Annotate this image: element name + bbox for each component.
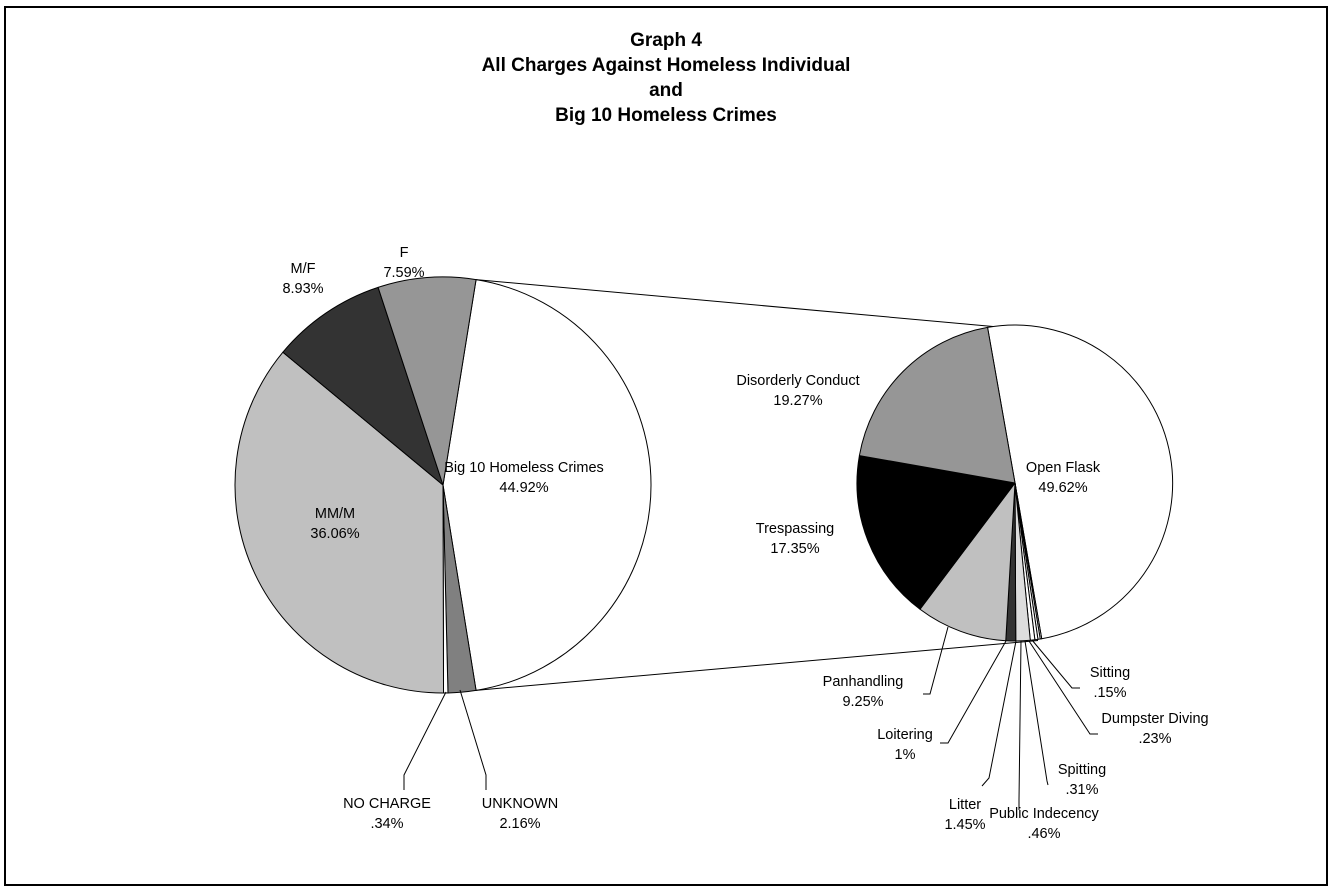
- pie2-slice-panhandling: [919, 482, 1016, 642]
- pie2-label-sitting: Sitting: [1090, 665, 1130, 681]
- pie1-label-m-f: M/F: [291, 261, 316, 277]
- pie1-leader-no-charge: [403, 691, 447, 790]
- pie2-leader-litter: [981, 640, 1017, 787]
- pie1-value-big-10-homeless-crimes: 44.92%: [499, 480, 548, 496]
- pie2-label-open-flask: Open Flask: [1026, 460, 1101, 476]
- title-line-3: and: [649, 80, 683, 101]
- pie1-slice-f: [377, 276, 477, 486]
- pie1-label-f: F: [400, 245, 409, 261]
- pie2-value-sitting: .15%: [1093, 685, 1126, 701]
- pie2-label-litter: Litter: [949, 797, 981, 813]
- pie1-label-no-charge: NO CHARGE: [343, 796, 431, 812]
- connector-line-bottom: [476, 640, 1039, 691]
- pie2-leader-spitting: [1024, 640, 1049, 786]
- pie2-leader-panhandling: [923, 626, 949, 695]
- pie2-label-trespassing: Trespassing: [756, 521, 834, 537]
- pie2-value-litter: 1.45%: [944, 817, 985, 833]
- pie1-label-unknown: UNKNOWN: [482, 796, 559, 812]
- pie1-slice-mm-m: [234, 351, 445, 694]
- pie2-leader-public-indecency: [1018, 640, 1022, 810]
- pie2-value-spitting: .31%: [1065, 782, 1098, 798]
- pie2-value-dumpster-diving: .23%: [1138, 731, 1171, 747]
- pie2-value-panhandling: 9.25%: [842, 694, 883, 710]
- pie2-label-disorderly-conduct: Disorderly Conduct: [736, 373, 859, 389]
- pie2-value-open-flask: 49.62%: [1038, 480, 1087, 496]
- pie2-slice-disorderly-conduct: [858, 326, 1016, 484]
- pie1-value-no-charge: .34%: [370, 816, 403, 832]
- pie1-value-unknown: 2.16%: [499, 816, 540, 832]
- pie2-label-panhandling: Panhandling: [823, 674, 904, 690]
- chart-title: Graph 4 All Charges Against Homeless Ind…: [0, 28, 1332, 128]
- pie2-value-public-indecency: .46%: [1027, 826, 1060, 842]
- pie2-label-public-indecency: Public Indecency: [989, 806, 1099, 822]
- pie1-slice-big-10-homeless-crimes: [442, 279, 652, 691]
- pie2-leader-dumpster-diving: [1028, 640, 1098, 735]
- pie1-label-big-10-homeless-crimes: Big 10 Homeless Crimes: [444, 460, 604, 476]
- pie1-leader-unknown: [459, 689, 487, 790]
- connector-line-top: [476, 279, 994, 327]
- pie2-label-spitting: Spitting: [1058, 762, 1106, 778]
- pie2-label-dumpster-diving: Dumpster Diving: [1101, 711, 1208, 727]
- pie2-value-disorderly-conduct: 19.27%: [773, 393, 822, 409]
- pie1-value-f: 7.59%: [383, 265, 424, 281]
- title-line-1: Graph 4: [630, 30, 702, 51]
- pie1-label-mm-m: MM/M: [315, 506, 355, 522]
- title-line-2: All Charges Against Homeless Individual: [481, 55, 851, 76]
- pie2-slice-open-flask: [987, 324, 1174, 640]
- pie2-slice-trespassing: [856, 455, 1016, 610]
- pie2-label-loitering: Loitering: [877, 727, 933, 743]
- title-line-4: Big 10 Homeless Crimes: [555, 105, 777, 126]
- pie1-value-m-f: 8.93%: [282, 281, 323, 297]
- pie2-value-trespassing: 17.35%: [770, 541, 819, 557]
- pie2-leader-loitering: [940, 640, 1007, 744]
- pie1-value-mm-m: 36.06%: [310, 526, 359, 542]
- pie2-value-loitering: 1%: [895, 747, 916, 763]
- pie1-slice-m-f: [282, 286, 444, 486]
- pie2-leader-sitting: [1031, 639, 1080, 689]
